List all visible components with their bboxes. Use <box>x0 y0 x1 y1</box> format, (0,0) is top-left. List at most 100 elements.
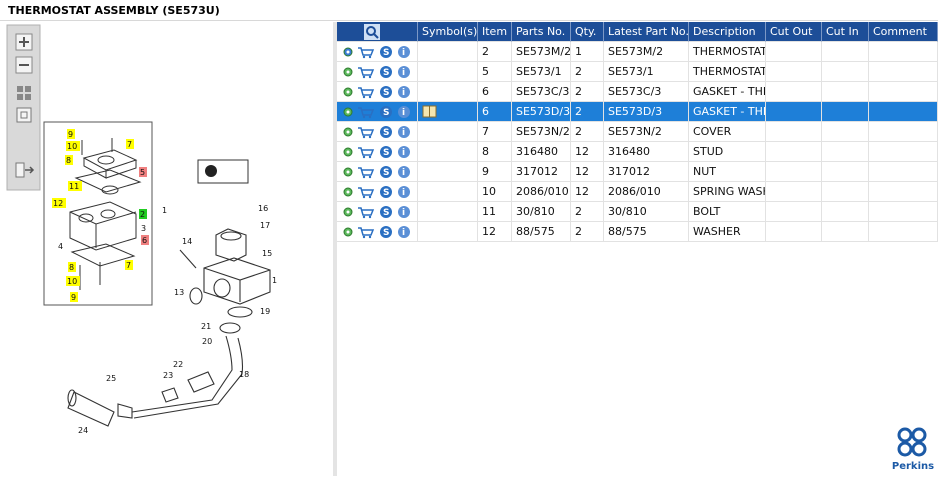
column-header[interactable]: Item <box>478 22 512 42</box>
table-cell[interactable]: BOLT <box>689 202 766 222</box>
table-cell[interactable]: 2 <box>571 222 604 242</box>
callout[interactable]: 4 <box>58 242 63 251</box>
table-cell[interactable]: 12 <box>571 182 604 202</box>
callout[interactable]: 1 <box>162 206 167 215</box>
table-cell[interactable]: SE573C/3 <box>604 82 689 102</box>
table-cell[interactable]: 10 <box>478 182 512 202</box>
fit-button[interactable] <box>17 86 31 100</box>
callout[interactable]: 12 <box>53 199 63 208</box>
callout[interactable]: 19 <box>260 307 270 316</box>
table-cell[interactable]: 2 <box>571 202 604 222</box>
column-header[interactable]: Cut Out <box>766 22 822 42</box>
table-cell[interactable]: SE573N/2 <box>512 122 571 142</box>
table-cell[interactable]: 317012 <box>604 162 689 182</box>
table-cell[interactable]: 88/575 <box>604 222 689 242</box>
column-header[interactable]: Description <box>689 22 766 42</box>
table-cell[interactable]: 2 <box>571 102 604 122</box>
table-cell[interactable]: SE573C/3 <box>512 82 571 102</box>
table-cell[interactable]: GASKET - THER <box>689 102 766 122</box>
callout[interactable]: 2 <box>140 210 145 219</box>
table-cell[interactable]: STUD <box>689 142 766 162</box>
reset-button[interactable] <box>16 107 32 123</box>
callout[interactable]: 7 <box>127 140 132 149</box>
table-cell[interactable]: 6 <box>478 102 512 122</box>
export-button[interactable] <box>15 162 35 178</box>
table-cell[interactable]: 12 <box>571 142 604 162</box>
table-cell[interactable]: 2 <box>571 62 604 82</box>
callout[interactable]: 17 <box>260 221 270 230</box>
table-cell[interactable]: 12 <box>571 162 604 182</box>
zoom-in-button[interactable] <box>15 33 33 51</box>
table-cell[interactable]: 316480 <box>512 142 571 162</box>
table-cell[interactable]: 6 <box>478 82 512 102</box>
table-cell[interactable]: GASKET - THER <box>689 82 766 102</box>
table-cell[interactable]: 2 <box>571 82 604 102</box>
table-cell[interactable]: 9 <box>478 162 512 182</box>
callout[interactable]: 13 <box>174 288 184 297</box>
table-cell[interactable]: 2086/010 <box>604 182 689 202</box>
zoom-out-button[interactable] <box>15 56 33 74</box>
table-cell[interactable]: SE573N/2 <box>604 122 689 142</box>
table-cell[interactable]: 317012 <box>512 162 571 182</box>
table-cell[interactable]: SPRING WASH <box>689 182 766 202</box>
table-cell[interactable]: 30/810 <box>512 202 571 222</box>
callout[interactable]: 10 <box>67 142 77 151</box>
column-header[interactable]: Qty. <box>571 22 604 42</box>
column-header[interactable]: Parts No. <box>512 22 571 42</box>
callout[interactable]: 20 <box>202 337 212 346</box>
table-cell[interactable]: 12 <box>478 222 512 242</box>
table-cell[interactable]: SE573M/2 <box>512 42 571 62</box>
table-cell[interactable]: COVER <box>689 122 766 142</box>
table-cell[interactable]: 7 <box>478 122 512 142</box>
table-cell[interactable]: SE573/1 <box>512 62 571 82</box>
callout[interactable]: 22 <box>173 360 183 369</box>
callout[interactable]: 3 <box>141 224 146 233</box>
callout[interactable]: 15 <box>262 249 272 258</box>
table-cell[interactable]: SE573D/3 <box>512 102 571 122</box>
table-cell[interactable]: 1 <box>571 42 604 62</box>
table-cell[interactable]: SE573/1 <box>604 62 689 82</box>
column-header[interactable] <box>337 22 418 42</box>
callout[interactable]: 5 <box>140 168 145 177</box>
table-cell[interactable]: 30/810 <box>604 202 689 222</box>
callout[interactable]: 9 <box>68 130 73 139</box>
table-cell[interactable]: 8 <box>478 142 512 162</box>
callout[interactable]: 11 <box>69 182 79 191</box>
table-cell[interactable]: 11 <box>478 202 512 222</box>
table-cell[interactable]: 316480 <box>604 142 689 162</box>
column-header[interactable]: Comment <box>869 22 938 42</box>
table-cell[interactable]: 2086/010 <box>512 182 571 202</box>
callout[interactable]: 18 <box>239 370 249 379</box>
callout[interactable]: 8 <box>66 156 71 165</box>
table-cell[interactable]: SE573M/2 <box>604 42 689 62</box>
table-cell[interactable]: 2 <box>478 42 512 62</box>
callout[interactable]: 1 <box>272 276 277 285</box>
table-cell[interactable]: WASHER <box>689 222 766 242</box>
table-cell[interactable]: 2 <box>571 122 604 142</box>
callout[interactable]: 8 <box>69 263 74 272</box>
table-cell[interactable]: SE573D/3 <box>604 102 689 122</box>
table-cell[interactable]: NUT <box>689 162 766 182</box>
table-cell[interactable]: 5 <box>478 62 512 82</box>
callout[interactable]: 6 <box>142 236 147 245</box>
callout[interactable]: 9 <box>71 293 76 302</box>
callout[interactable]: 23 <box>163 371 173 380</box>
table-cell[interactable]: 88/575 <box>512 222 571 242</box>
table-cell[interactable]: THERMOSTAT I <box>689 42 766 62</box>
table-cell[interactable]: THERMOSTAT <box>689 62 766 82</box>
callout[interactable]: 25 <box>106 374 116 383</box>
callout[interactable]: 16 <box>258 204 268 213</box>
callout[interactable]: 21 <box>201 322 211 331</box>
callout[interactable]: 7 <box>126 261 131 270</box>
column-header[interactable]: Latest Part No. <box>604 22 689 42</box>
callout[interactable]: 24 <box>78 426 88 435</box>
